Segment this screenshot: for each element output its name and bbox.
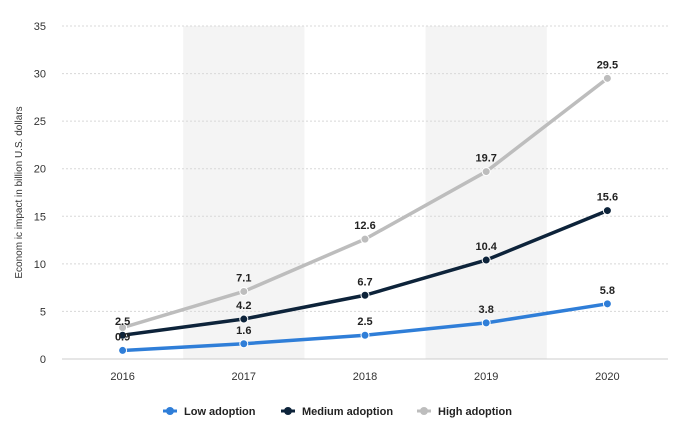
- legend-item: Low adoption: [163, 406, 256, 418]
- data-point: [602, 73, 612, 83]
- data-label: 29.5: [597, 59, 618, 71]
- legend-marker: [420, 407, 428, 415]
- data-point: [360, 330, 370, 340]
- data-label: 7.1: [236, 272, 251, 284]
- legend-label: Medium adoption: [302, 406, 393, 418]
- legend: Low adoption Medium adoption High adoption: [163, 406, 512, 418]
- legend-label: Low adoption: [184, 406, 256, 418]
- x-tick-label: 2019: [474, 371, 498, 383]
- data-label: 19.7: [475, 153, 496, 165]
- data-point: [118, 345, 128, 355]
- data-point: [602, 299, 612, 309]
- y-tick-label: 10: [34, 259, 46, 271]
- data-label: 1.6: [236, 325, 251, 337]
- y-tick-label: 35: [34, 21, 46, 33]
- data-label: 5.8: [600, 285, 615, 297]
- x-tick-label: 2017: [232, 371, 256, 383]
- data-point: [118, 330, 128, 340]
- x-tick-label: 2018: [353, 371, 377, 383]
- data-point: [239, 314, 249, 324]
- data-label: 3.8: [479, 304, 494, 316]
- data-labels: 0.9 1.6 2.5 3.8 5.8 2.5 4.2 6.7 10.4 15.6 7.1 12.6 1…: [115, 59, 618, 343]
- data-label: 6.7: [357, 276, 372, 288]
- data-label: 2.5: [357, 316, 372, 328]
- data-point: [481, 167, 491, 177]
- legend-marker: [284, 407, 292, 415]
- legend-item: High adoption: [417, 406, 512, 418]
- data-label: 0.9: [115, 331, 130, 343]
- data-label: 12.6: [354, 220, 375, 232]
- data-point: [481, 255, 491, 265]
- legend-item: Medium adoption: [281, 406, 393, 418]
- data-point: [481, 318, 491, 328]
- y-tick-label: 30: [34, 69, 46, 81]
- data-point: [360, 234, 370, 244]
- data-label: 2.5: [115, 316, 130, 328]
- x-axis: 2016 2017 2018 2019 2020: [110, 371, 619, 383]
- y-tick-label: 20: [34, 164, 46, 176]
- y-tick-label: 25: [34, 116, 46, 128]
- data-point: [602, 206, 612, 216]
- y-tick-label: 15: [34, 211, 46, 223]
- data-point: [360, 290, 370, 300]
- data-point: [239, 286, 249, 296]
- legend-marker: [166, 407, 174, 415]
- y-tick-label: 0: [40, 354, 46, 366]
- y-tick-label: 5: [40, 306, 46, 318]
- grid-lines: [62, 25, 668, 360]
- legend-label: High adoption: [438, 406, 512, 418]
- data-point: [239, 339, 249, 349]
- data-label: 15.6: [597, 192, 618, 204]
- x-tick-label: 2016: [110, 371, 134, 383]
- y-axis-label: Econom ic impact in billion U.S. dollars: [14, 106, 25, 278]
- x-tick-label: 2020: [595, 371, 619, 383]
- y-axis: 0 5 10 15 20 25 30 35: [34, 21, 46, 366]
- data-label: 4.2: [236, 300, 251, 312]
- series-points: [118, 73, 612, 355]
- data-label: 10.4: [475, 241, 497, 253]
